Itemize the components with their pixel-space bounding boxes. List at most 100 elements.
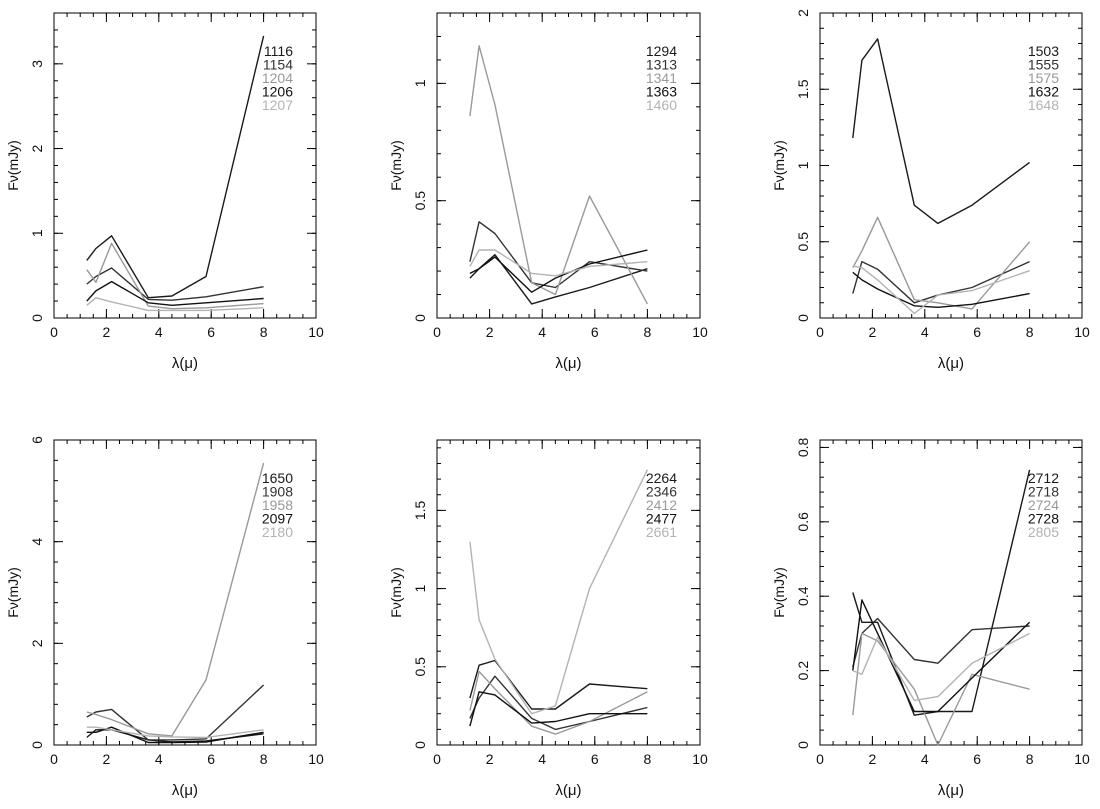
series-line-1632 [852,271,1030,308]
legend-entry: 2477 [646,511,677,527]
legend-entry: 1313 [646,57,677,73]
x-tick-label: 6 [591,751,599,767]
x-tick-label: 0 [816,324,824,340]
y-tick-label: 4 [29,538,45,546]
legend-entry: 2712 [1028,470,1059,486]
legend-entry: 1632 [1028,84,1059,100]
legend-entry: 1555 [1028,57,1059,73]
y-tick-label: 1 [412,584,428,592]
y-tick-label: 0.6 [795,512,811,532]
x-tick-label: 2 [869,324,877,340]
series-line-1154 [86,267,264,301]
series-line-1206 [86,280,264,306]
y-axis-label: Fν(mJy) [388,140,404,191]
legend-entry: 2097 [262,511,293,527]
x-tick-label: 8 [260,324,268,340]
legend-entry: 1503 [1028,43,1059,59]
series-line-2180 [86,726,264,739]
x-tick-label: 6 [591,324,599,340]
y-tick-label: 0.5 [412,191,428,211]
chart-panel-1: 0 2 4 6 8 10 0 1 2 3 λ(μ) Fν(mJy) 111611541204120612… [5,12,324,372]
x-tick-label: 4 [155,751,163,767]
x-tick-label: 4 [538,751,546,767]
series-line-1363 [469,249,648,293]
x-tick-label: 10 [308,324,324,340]
legend-entry: 2724 [1028,497,1059,513]
y-tick-label: 0 [29,314,45,322]
legend-entry: 2264 [646,470,677,486]
x-tick-label: 0 [50,751,58,767]
legend-entry: 1294 [646,43,677,59]
x-tick-label: 4 [155,324,163,340]
x-tick-label: 0 [816,751,824,767]
series-line-2728 [852,599,1031,713]
y-tick-label: 0 [795,741,811,749]
x-tick-label: 0 [50,324,58,340]
series-line-1648 [852,265,1030,315]
x-tick-label: 2 [486,324,494,340]
series-line-1958 [86,462,265,737]
y-axis-label: Fν(mJy) [771,140,787,191]
chart-panel-5: 0 2 4 6 8 10 0 0.5 1 1.5 λ(μ) Fν(mJy) 22642346241224… [388,439,708,799]
x-tick-label: 6 [973,324,981,340]
x-axis-label: λ(μ) [938,355,964,372]
y-tick-label: 1 [29,229,45,237]
x-tick-label: 2 [103,324,111,340]
series-line-1908 [86,684,265,741]
chart-panel-6: 0 2 4 6 8 1000.20.40.60.8λ(μ)Fν(mJy)271227182… [771,437,1090,799]
y-axis-label: Fν(mJy) [388,567,404,618]
chart-panel-2: 0 2 4 6 8 10 0 0.5 1 λ(μ) Fν(mJy) 12941313134113631… [388,12,708,372]
y-tick-label: 1.5 [412,500,428,520]
legend-entry: 1206 [262,84,293,100]
y-tick-label: 0 [795,314,811,322]
x-tick-label: 2 [103,751,111,767]
x-tick-label: 8 [644,324,652,340]
chart-panel-4: 0 2 4 6 8 10 0 2 4 6 λ(μ) Fν(mJy) 165019081958209721… [5,436,324,799]
y-tick-label: 2 [795,9,811,17]
x-tick-label: 4 [921,324,929,340]
x-tick-label: 4 [538,324,546,340]
y-axis-label: Fν(mJy) [771,567,787,618]
legend-entry: 1116 [264,43,293,59]
y-tick-label: 3 [29,60,45,68]
legend-entry: 1204 [262,70,293,86]
legend-entry: 2180 [262,524,293,540]
series-line-2661 [469,469,649,715]
series-line-1341 [469,45,649,305]
series-line-2412 [469,670,648,735]
x-tick-label: 10 [692,324,708,340]
series-line-1503 [852,38,1031,225]
legend-entry: 2805 [1028,524,1059,540]
legend-entry: 1648 [1028,97,1059,113]
series-line-1460 [469,249,648,277]
series-line-2477 [469,691,648,727]
legend-entry: 1460 [646,97,677,113]
legend-entry: 1207 [262,97,293,113]
chart-panel-3: 0 2 4 6 8 1000.511.52λ(μ)Fν(mJy)1503155515751… [771,9,1090,372]
y-tick-label: 0 [412,741,428,749]
legend-entry: 1650 [262,470,293,486]
x-tick-label: 6 [207,324,215,340]
y-axis-label: Fν(mJy) [5,567,21,618]
x-tick-label: 10 [1074,751,1090,767]
x-axis-label: λ(μ) [555,355,581,372]
y-tick-label: 1 [795,161,811,169]
y-tick-label: 1 [412,79,428,87]
x-tick-label: 2 [869,751,877,767]
y-tick-label: 0.5 [412,657,428,677]
x-tick-label: 10 [692,751,708,767]
y-tick-label: 0.2 [795,661,811,681]
x-tick-label: 8 [644,751,652,767]
legend-entry: 2718 [1028,484,1059,500]
y-tick-label: 6 [29,436,45,444]
x-tick-label: 8 [260,751,268,767]
x-axis-label: λ(μ) [172,782,198,799]
y-tick-label: 0.4 [795,586,811,606]
legend-entry: 2661 [646,524,677,540]
legend-entry: 1908 [262,484,293,500]
y-tick-label: 0.8 [795,437,811,457]
legend-entry: 1958 [262,497,293,513]
series-line-1207 [86,297,264,312]
y-tick-label: 0 [412,314,428,322]
x-axis-label: λ(μ) [172,355,198,372]
